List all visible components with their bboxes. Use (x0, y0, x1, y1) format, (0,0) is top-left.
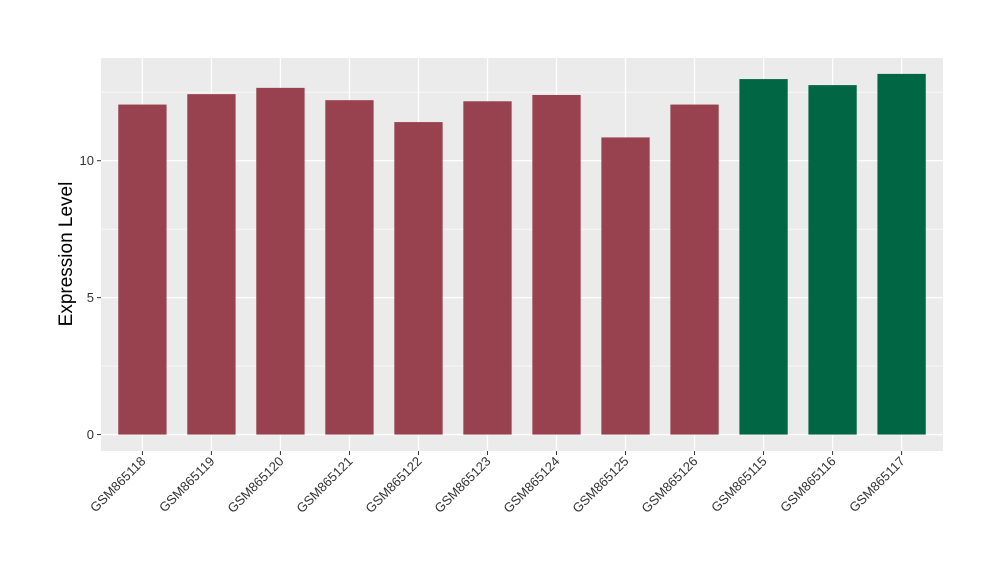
x-tick-label: GSM865121 (293, 454, 355, 516)
x-tick-label: GSM865122 (362, 454, 424, 516)
bar-GSM865121 (325, 100, 374, 435)
x-tick-label: GSM865125 (569, 454, 631, 516)
x-tick-label: GSM865120 (224, 454, 286, 516)
bar-GSM865124 (532, 94, 581, 435)
bar-GSM865118 (118, 104, 167, 435)
bar-GSM865119 (187, 94, 236, 435)
x-tick-label: GSM865124 (500, 454, 562, 516)
bar-GSM865115 (739, 79, 788, 435)
bar-GSM865122 (394, 122, 443, 435)
y-tick-label: 10 (80, 153, 94, 168)
y-axis: 0 5 10 (80, 153, 101, 442)
y-tick-label: 0 (87, 427, 94, 442)
bar-GSM865125 (601, 137, 650, 435)
x-tick-label: GSM865118 (87, 454, 149, 516)
minor-gridlines (101, 91, 943, 367)
bar-GSM865117 (877, 73, 926, 435)
bar-GSM865123 (463, 101, 512, 435)
x-tick-label: GSM865116 (777, 454, 839, 516)
x-tick-label: GSM865123 (431, 454, 493, 516)
plot-panel (101, 58, 943, 451)
bar-GSM865116 (808, 85, 857, 435)
x-tick-label: GSM865117 (846, 454, 908, 516)
bar-GSM865120 (256, 87, 305, 435)
x-axis: GSM865118 GSM865119 GSM865120 GSM865121 GSM8… (87, 451, 908, 516)
x-tick-label: GSM865126 (638, 454, 700, 516)
y-axis-title: Expression Level (56, 182, 77, 327)
bars (118, 73, 926, 435)
y-tick-label: 5 (87, 290, 94, 305)
x-tick-label: GSM865119 (156, 454, 218, 516)
x-tick-label: GSM865115 (708, 454, 770, 516)
bar-GSM865126 (670, 104, 719, 435)
